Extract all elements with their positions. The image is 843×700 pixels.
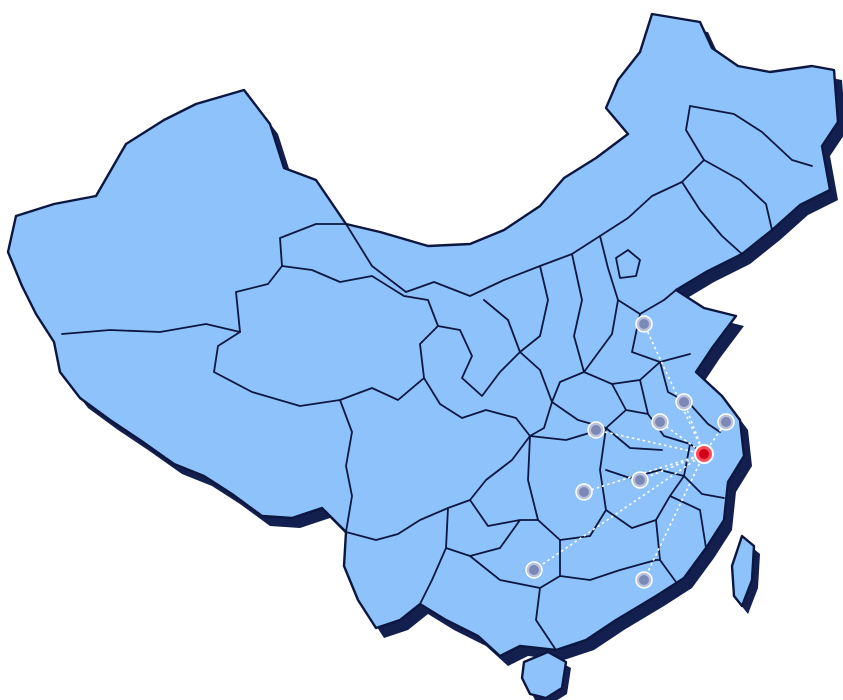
destination-markers [525, 315, 735, 589]
city-marker-d1[interactable] [635, 315, 653, 333]
route-line-d5 [595, 429, 705, 455]
city-marker-d4[interactable] [651, 413, 669, 431]
mainland [6, 12, 840, 658]
border-hebei [583, 235, 677, 373]
city-marker-d9[interactable] [635, 571, 653, 589]
border-shandong [631, 313, 691, 363]
border-guangdong [535, 559, 661, 651]
hub-marker[interactable] [694, 444, 714, 464]
route-line-d4 [659, 421, 705, 455]
border-northeast [681, 105, 813, 255]
hainan [520, 650, 568, 700]
route-line-d1 [643, 323, 705, 455]
border-shanxi [551, 253, 585, 403]
border-gansu-ningxia [437, 299, 521, 397]
taiwan [730, 534, 756, 608]
city-marker-d8[interactable] [525, 561, 543, 579]
route-line-d8 [533, 453, 705, 571]
city-marker-d6[interactable] [631, 471, 649, 489]
city-marker-d7[interactable] [575, 483, 593, 501]
border-sichuan-east [345, 377, 531, 541]
route-line-d9 [643, 453, 705, 581]
route-line-d6 [639, 453, 705, 481]
city-marker-d5[interactable] [587, 421, 605, 439]
route-lines [533, 323, 727, 581]
border-xinjiang-xizang [61, 323, 241, 335]
city-marker-d3[interactable] [717, 413, 735, 431]
border-beijing [615, 249, 641, 279]
route-line-d2 [683, 401, 705, 455]
border-xizang-sichuan [339, 399, 353, 533]
province-borders [61, 105, 813, 651]
border-hunan [527, 427, 607, 541]
city-marker-d2[interactable] [675, 393, 693, 411]
